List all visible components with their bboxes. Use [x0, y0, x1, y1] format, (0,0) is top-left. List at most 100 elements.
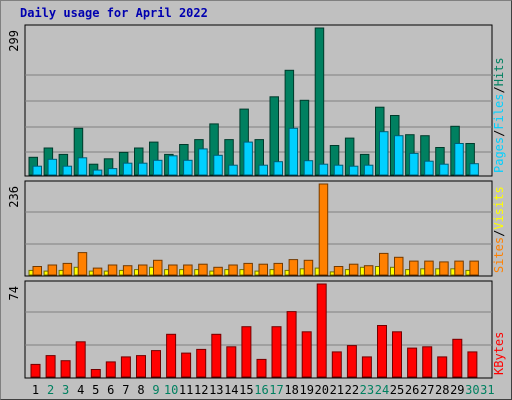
legend-kbytes: KBytes: [492, 332, 506, 375]
bar-sites-day-2: [47, 264, 58, 276]
x-tick-label-day-6: 6: [107, 383, 114, 397]
legend-separator: /: [492, 230, 506, 237]
x-tick-label-day-12: 12: [194, 383, 208, 397]
x-tick-label-day-21: 21: [330, 383, 344, 397]
bar-sites-day-30: [469, 260, 479, 276]
x-tick-label-day-15: 15: [239, 383, 253, 397]
legend-kbytes: KBytes: [492, 332, 506, 375]
x-tick-label-day-22: 22: [345, 383, 359, 397]
x-tick-label-day-10: 10: [164, 383, 178, 397]
bar-kbytes-day-10: [166, 333, 177, 378]
bar-kbytes-day-18: [286, 311, 297, 378]
bar-kbytes-day-11: [181, 352, 192, 378]
bar-kbytes-day-23: [361, 356, 372, 378]
legend-sites: Sites: [492, 237, 506, 273]
x-tick-label-day-31: 31: [480, 383, 494, 397]
bar-kbytes-day-27: [422, 346, 433, 378]
bar-sites-day-15: [243, 262, 253, 276]
bar-kbytes-day-14: [226, 346, 237, 378]
x-tick-label-day-14: 14: [224, 383, 238, 397]
x-tick-label-day-4: 4: [77, 383, 84, 397]
x-tick-label-day-30: 30: [465, 383, 479, 397]
bar-files-day-1: [32, 165, 42, 176]
bar-kbytes-day-4: [75, 341, 86, 378]
x-tick-label-day-25: 25: [390, 383, 404, 397]
x-tick-label-day-7: 7: [122, 383, 129, 397]
bar-kbytes-day-29: [452, 338, 463, 378]
bar-sites-day-11: [183, 264, 193, 276]
legend-separator: /: [492, 130, 506, 137]
scale-label: 299: [7, 30, 21, 52]
bar-sites-day-25: [394, 256, 404, 276]
bar-kbytes-day-2: [45, 355, 56, 378]
bar-sites-day-28: [439, 261, 449, 276]
bar-files-day-30: [469, 163, 479, 176]
chart-title: Daily usage for April 2022: [20, 6, 208, 20]
legend-visits: Visits: [492, 186, 506, 229]
bar-sites-day-5: [92, 267, 103, 276]
bar-sites-day-3: [62, 262, 73, 276]
legend-visits-sites: Sites/Visits: [492, 186, 506, 273]
bar-kbytes-day-26: [407, 347, 418, 378]
bar-kbytes-day-5: [90, 369, 101, 378]
bar-kbytes-day-1: [30, 363, 41, 378]
bar-files-day-7: [122, 162, 133, 176]
legend-pages: Pages: [492, 137, 506, 173]
bar-sites-day-22: [348, 263, 359, 276]
bar-files-day-5: [92, 169, 103, 176]
bar-files-day-22: [348, 165, 359, 176]
scale-label: 236: [7, 186, 21, 208]
bar-kbytes-day-21: [331, 351, 342, 378]
bar-kbytes-day-9: [151, 350, 161, 378]
bar-kbytes-day-25: [392, 331, 402, 378]
x-tick-label-day-24: 24: [375, 383, 389, 397]
bar-sites-day-23: [363, 265, 374, 276]
bar-files-day-4: [77, 157, 88, 176]
bar-files-day-29: [454, 143, 464, 176]
bar-files-day-28: [439, 163, 449, 176]
bar-sites-day-4: [77, 252, 88, 276]
bar-sites-day-7: [122, 265, 133, 276]
bar-files-day-14: [228, 164, 238, 176]
x-tick-label-day-19: 19: [299, 383, 313, 397]
bar-files-day-8: [138, 162, 148, 176]
bar-kbytes-day-6: [105, 361, 116, 378]
x-tick-label-day-16: 16: [254, 383, 268, 397]
bar-kbytes-day-20: [316, 283, 327, 378]
bar-files-day-3: [62, 165, 73, 176]
bar-files-day-24: [379, 131, 389, 176]
bar-sites-day-29: [454, 260, 464, 276]
bar-files-day-11: [183, 159, 193, 176]
bar-files-day-27: [424, 160, 434, 176]
bar-files-day-18: [288, 127, 299, 176]
x-tick-label-day-11: 11: [179, 383, 193, 397]
legend-hits-files-pages: Pages/Files/Hits: [492, 57, 506, 173]
bar-files-day-6: [107, 168, 118, 176]
bar-kbytes-day-3: [60, 360, 71, 378]
legend-separator: /: [492, 86, 506, 93]
bar-sites-day-6: [107, 264, 118, 276]
bar-files-day-12: [198, 148, 208, 176]
x-tick-label-day-8: 8: [137, 383, 144, 397]
bar-kbytes-day-24: [377, 325, 387, 378]
bar-sites-day-16: [258, 263, 268, 276]
x-tick-label-day-27: 27: [420, 383, 434, 397]
bar-files-day-2: [47, 158, 58, 176]
bar-files-day-21: [333, 164, 344, 176]
bar-sites-day-20: [318, 183, 329, 276]
legend-hits: Hits: [492, 57, 506, 86]
bar-sites-day-24: [379, 252, 389, 276]
bar-kbytes-day-16: [256, 358, 267, 378]
bar-files-day-25: [394, 135, 404, 176]
x-tick-label-day-23: 23: [360, 383, 374, 397]
plot-area-visits-sites: [24, 180, 493, 277]
bar-sites-day-9: [153, 259, 163, 276]
x-tick-label-day-26: 26: [405, 383, 419, 397]
bar-files-day-13: [213, 154, 223, 176]
x-tick-label-day-20: 20: [314, 383, 328, 397]
x-tick-label-day-29: 29: [450, 383, 464, 397]
scale-label: 74: [7, 286, 21, 300]
x-tick-label-day-18: 18: [284, 383, 298, 397]
bar-kbytes-day-19: [301, 331, 312, 378]
